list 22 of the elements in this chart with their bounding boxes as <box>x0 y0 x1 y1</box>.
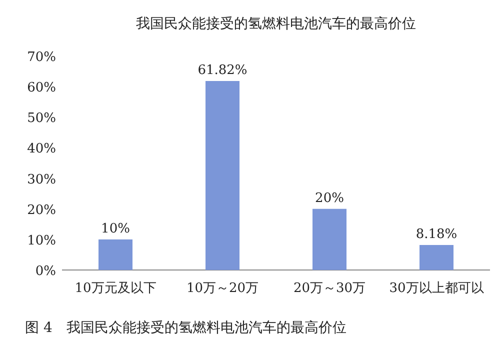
chart-title: 我国民众能接受的氢燃料电池汽车的最高价位 <box>136 16 416 32</box>
bar <box>206 81 240 270</box>
bar <box>98 239 132 270</box>
y-tick-label: 0% <box>35 264 56 279</box>
data-label: 61.82% <box>198 63 248 78</box>
x-tick-label: 30万以上都可以 <box>389 281 484 296</box>
y-tick-label: 40% <box>27 142 56 157</box>
bar <box>312 208 346 270</box>
y-tick-label: 30% <box>27 172 56 188</box>
data-label: 20% <box>315 190 344 206</box>
y-tick-label: 70% <box>27 50 56 65</box>
bar <box>420 244 454 270</box>
y-tick-label: 50% <box>27 111 56 126</box>
y-tick-label: 10% <box>27 233 56 248</box>
data-label: 8.18% <box>416 226 458 242</box>
y-tick-label: 60% <box>27 80 56 96</box>
y-tick-label: 20% <box>27 202 56 218</box>
data-label: 10% <box>101 221 130 236</box>
x-tick-label: 10万～20万 <box>186 281 259 296</box>
x-tick-label: 20万～30万 <box>293 281 366 296</box>
x-tick-label: 10万元及以下 <box>74 281 156 296</box>
caption: 图 4 我国民众能接受的氢燃料电池汽车的最高价位 <box>25 320 346 336</box>
